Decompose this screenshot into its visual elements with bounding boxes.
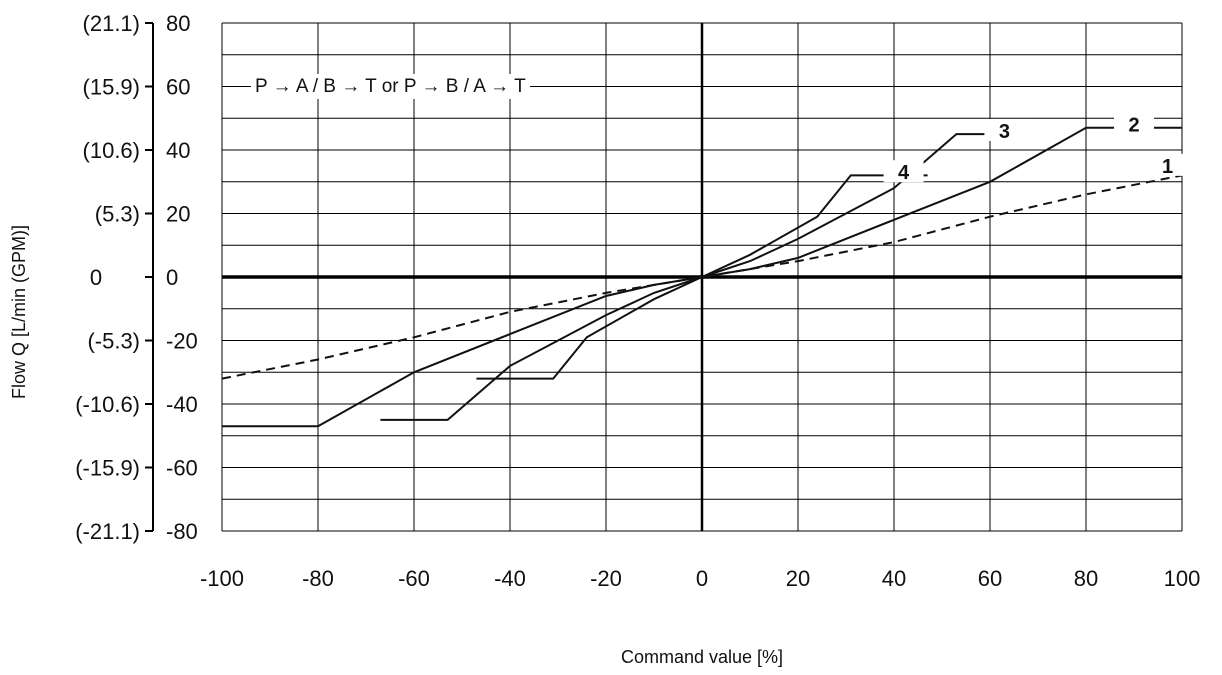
y-tick-label: -60 [166, 456, 198, 481]
gpm-tick-label: (-5.3) [87, 329, 140, 354]
series-2-label: 2 [1128, 115, 1139, 137]
y-tick-label: 40 [166, 138, 190, 163]
x-axis-label: Command value [%] [621, 647, 783, 667]
gpm-tick-label: 0 [90, 265, 102, 290]
y-tick-label: -20 [166, 329, 198, 354]
gpm-tick-label: (-21.1) [75, 519, 140, 544]
y-tick-label: 60 [166, 75, 190, 100]
y-axis-label: Flow Q [L/min (GPM)] [9, 225, 29, 399]
labels: 80(21.1)60(15.9)40(10.6)20(5.3)00-20(-5.… [75, 11, 1200, 591]
x-tick-label: 40 [882, 566, 906, 591]
gpm-tick-label: (21.1) [83, 11, 140, 36]
gpm-tick-label: (-10.6) [75, 392, 140, 417]
annotation-background [251, 74, 531, 99]
x-tick-label: -60 [398, 566, 430, 591]
x-tick-label: -100 [200, 566, 244, 591]
y-tick-label: 0 [166, 265, 178, 290]
series-1-line [221, 174, 1183, 380]
x-tick-label: 20 [786, 566, 810, 591]
series-label-background [883, 160, 924, 183]
series-1-label: 1 [1162, 156, 1173, 178]
gpm-tick-label: (10.6) [83, 138, 140, 163]
gpm-tick-label: (15.9) [83, 75, 140, 100]
x-tick-label: 100 [1164, 566, 1201, 591]
gpm-tick-label: (5.3) [95, 202, 140, 227]
gpm-tick-label: (-15.9) [75, 456, 140, 481]
axes [145, 22, 1182, 532]
series-label-background [1114, 112, 1154, 135]
y-tick-label: 20 [166, 202, 190, 227]
series-label-background [1147, 153, 1188, 176]
y-tick-label: -80 [166, 519, 198, 544]
x-tick-label: 60 [978, 566, 1002, 591]
x-tick-label: 0 [696, 566, 708, 591]
x-tick-label: 80 [1074, 566, 1098, 591]
series-label-background [984, 118, 1025, 141]
series-4-label: 4 [898, 162, 910, 184]
x-tick-label: -40 [494, 566, 526, 591]
series-3-label: 3 [999, 121, 1010, 143]
y-tick-label: 80 [166, 11, 190, 36]
flow-direction-annotation: P → A / B → T or P → B / A → T [255, 76, 526, 97]
series-4-line [476, 174, 928, 380]
x-tick-label: -80 [302, 566, 334, 591]
x-tick-label: -20 [590, 566, 622, 591]
y-tick-label: -40 [166, 392, 198, 417]
